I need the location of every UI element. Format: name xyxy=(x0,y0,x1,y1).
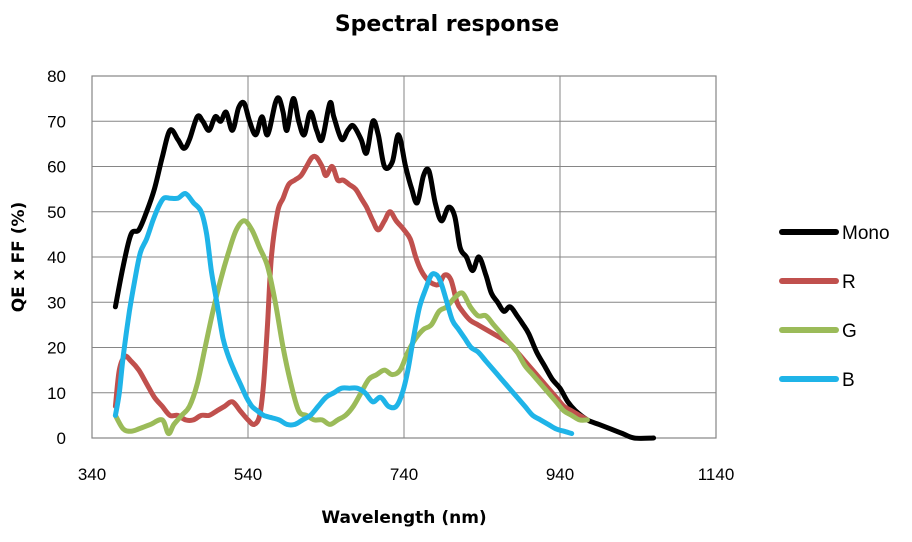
y-tick-label: 0 xyxy=(57,429,66,448)
plot-area xyxy=(91,75,717,439)
y-tick-label: 70 xyxy=(47,112,66,131)
y-axis-label: QE x FF (%) xyxy=(9,202,29,313)
legend-label-mono: Mono xyxy=(842,223,890,244)
series-line-b xyxy=(112,191,575,436)
chart-title: Spectral response xyxy=(335,12,559,37)
y-tick-label: 40 xyxy=(47,248,66,267)
y-tick-label: 30 xyxy=(47,293,66,312)
series-line-g xyxy=(112,218,590,436)
series-layer xyxy=(112,95,657,441)
y-tick-label: 10 xyxy=(47,384,66,403)
legend-label-r: R xyxy=(842,272,856,293)
x-tick-label: 1140 xyxy=(698,465,735,484)
y-tick-label: 80 xyxy=(47,67,66,86)
x-tick-label: 740 xyxy=(390,465,418,484)
legend: Mono R G B xyxy=(779,223,890,391)
x-axis-label: Wavelength (nm) xyxy=(321,508,486,528)
legend-label-g: G xyxy=(842,321,857,342)
x-tick-label: 540 xyxy=(234,465,262,484)
series-line-mono xyxy=(112,95,657,441)
y-tick-label: 50 xyxy=(47,203,66,222)
y-axis-ticks: 0 10 20 30 40 50 60 70 80 xyxy=(47,67,66,448)
y-tick-label: 60 xyxy=(47,158,66,177)
x-axis-ticks: 340 540 740 940 1140 xyxy=(78,465,734,484)
y-tick-label: 20 xyxy=(47,339,66,358)
x-tick-label: 340 xyxy=(78,465,106,484)
legend-label-b: B xyxy=(842,370,855,391)
x-tick-label: 940 xyxy=(546,465,574,484)
series-line-r xyxy=(112,153,590,427)
